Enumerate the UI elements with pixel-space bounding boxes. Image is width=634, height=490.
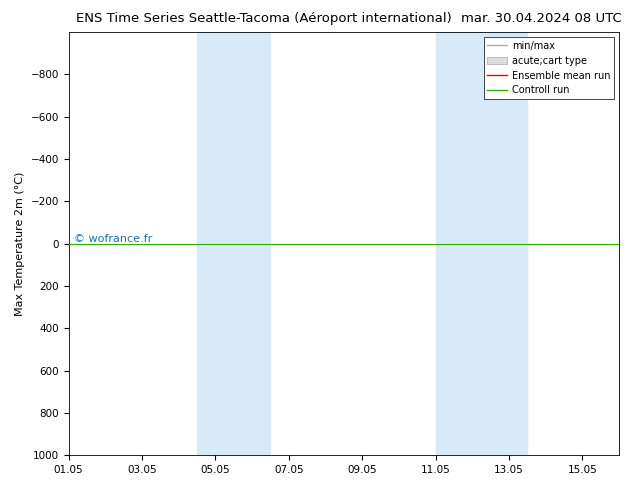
Text: mar. 30.04.2024 08 UTC: mar. 30.04.2024 08 UTC	[460, 12, 621, 25]
Legend: min/max, acute;cart type, Ensemble mean run, Controll run: min/max, acute;cart type, Ensemble mean …	[484, 37, 614, 99]
Bar	[436, 32, 527, 455]
Text: ENS Time Series Seattle-Tacoma (Aéroport international): ENS Time Series Seattle-Tacoma (Aéroport…	[76, 12, 452, 25]
Bar	[197, 32, 271, 455]
Y-axis label: Max Temperature 2m (°C): Max Temperature 2m (°C)	[15, 172, 25, 316]
Text: © wofrance.fr: © wofrance.fr	[74, 234, 152, 244]
